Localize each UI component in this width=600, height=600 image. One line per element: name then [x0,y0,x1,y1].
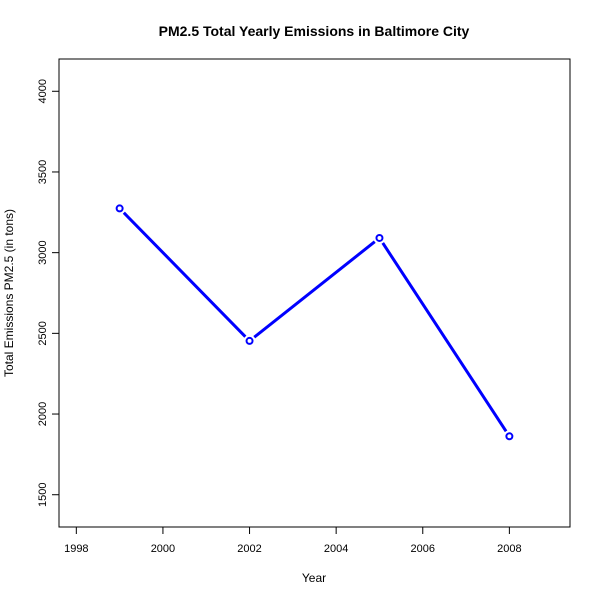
data-point [505,432,514,441]
chart-title: PM2.5 Total Yearly Emissions in Baltimor… [159,23,470,39]
y-tick-label: 2500 [37,321,49,345]
plot-border [58,58,571,528]
series-line-segment [253,240,376,339]
series-line-segment [122,211,247,338]
series-layer [115,204,514,441]
x-tick-label: 1998 [64,543,88,555]
y-tick-label: 3000 [37,240,49,264]
y-tick-label: 4000 [37,79,49,103]
x-tick-label: 2000 [151,543,175,555]
y-axis: 1500 2000 2500 3000 3500 4000 [37,79,60,507]
data-point [245,336,254,345]
y-axis-label: Total Emissions PM2.5 (in tons) [2,209,16,377]
y-tick-label: 1500 [37,482,49,506]
y-tick-label: 3500 [37,160,49,184]
x-tick-label: 2006 [411,543,435,555]
series-line-segment [381,242,508,433]
x-tick-label: 2002 [237,543,261,555]
x-tick-label: 2004 [324,543,348,555]
y-tick-label: 2000 [37,402,49,426]
x-axis-label: Year [302,571,326,585]
x-axis: 1998 2000 2002 2004 2006 2008 [64,526,522,555]
data-point [115,204,124,213]
x-tick-label: 2008 [497,543,521,555]
data-point [375,233,384,242]
